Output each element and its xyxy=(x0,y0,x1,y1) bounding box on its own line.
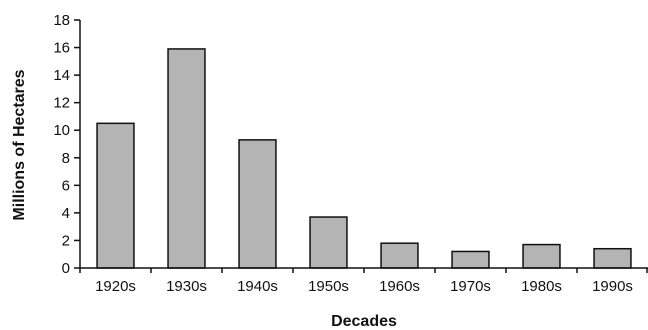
bar-1940s xyxy=(238,139,277,269)
bar-1930s xyxy=(167,48,206,269)
y-tick-label: 10 xyxy=(53,122,70,139)
y-tick-label: 14 xyxy=(53,67,70,84)
x-tick-label: 1970s xyxy=(450,278,491,295)
x-tick-label: 1980s xyxy=(521,278,562,295)
y-tick-label: 12 xyxy=(53,95,70,112)
y-axis-title: Millions of Hectares xyxy=(11,69,28,220)
x-tick-label: 1940s xyxy=(237,278,278,295)
x-tick-label: 1960s xyxy=(379,278,420,295)
y-tick-label: 4 xyxy=(62,205,70,222)
y-tick-label: 0 xyxy=(62,260,70,277)
x-tick-label: 1990s xyxy=(592,278,633,295)
y-tick-label: 16 xyxy=(53,40,70,57)
y-tick-label: 8 xyxy=(62,150,70,167)
x-tick-label: 1950s xyxy=(308,278,349,295)
bars-group xyxy=(96,48,632,269)
y-axis: 0 2 4 6 8 10 12 14 16 18 xyxy=(53,12,81,277)
y-tick-label: 2 xyxy=(62,232,70,249)
bar-1970s xyxy=(451,250,490,269)
x-axis-title: Decades xyxy=(331,313,397,330)
bar-1990s xyxy=(593,247,632,269)
y-tick-label: 6 xyxy=(62,177,70,194)
bar-1960s xyxy=(380,242,419,269)
bar-1980s xyxy=(522,243,561,269)
x-tick-label: 1920s xyxy=(95,278,136,295)
bar-1920s xyxy=(96,122,135,269)
y-tick-label: 18 xyxy=(53,12,70,29)
x-axis: 1920s 1930s 1940s 1950s 1960s 1970s 1980s 1990s xyxy=(79,267,648,295)
bar-1950s xyxy=(309,216,348,269)
x-tick-label: 1930s xyxy=(166,278,207,295)
